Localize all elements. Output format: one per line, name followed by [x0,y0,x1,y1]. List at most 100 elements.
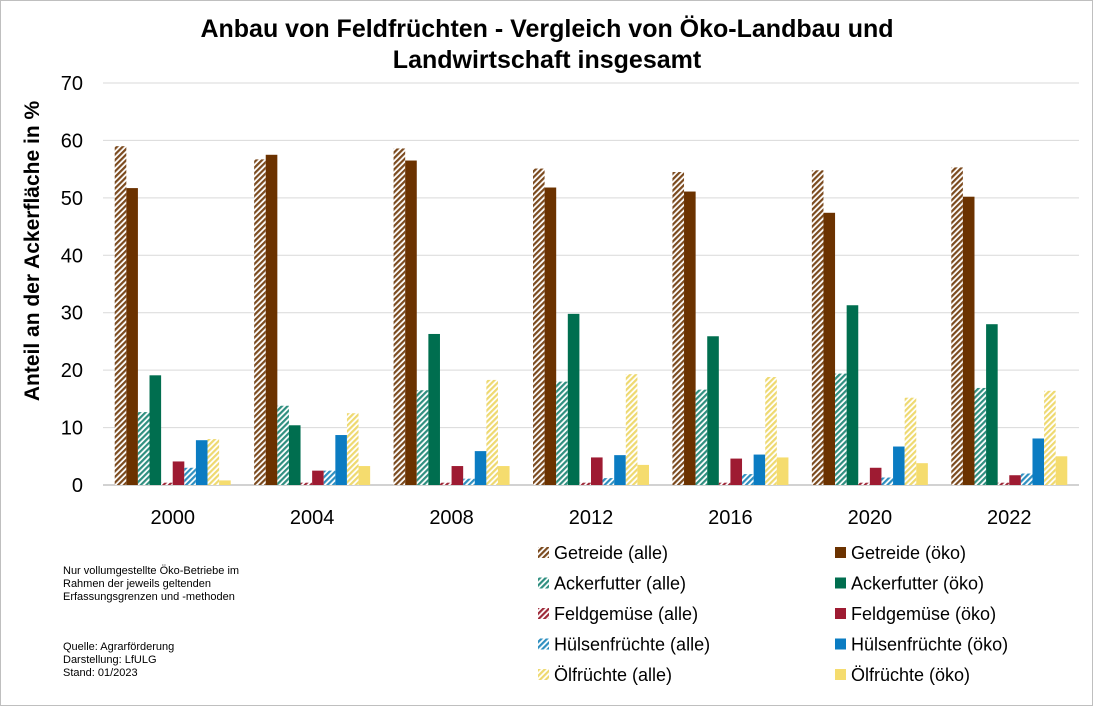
source-note: Quelle: Agrarförderung Darstellung: LfUL… [63,641,175,679]
scope-note: Nur vollumgestellte Öko-Betriebe im Rahm… [63,565,240,603]
legend-label: Getreide (alle) [554,543,668,563]
legend-swatch [538,638,549,650]
legend-label: Feldgemüse (alle) [554,604,698,624]
legend-swatch [835,608,846,619]
bar [672,172,685,485]
bar [300,482,313,485]
bar [323,470,336,485]
bar [846,305,859,485]
bar [776,457,789,485]
bar [986,324,998,485]
y-tick-label: 40 [61,245,83,267]
y-axis-label: Anteil an der Ackerfläche in % [21,101,44,402]
x-tick-label: 2020 [848,507,893,529]
legend-label: Getreide (öko) [851,543,966,563]
x-tick-labels: 2000 2004 2008 2012 2016 2020 2022 [150,507,1031,529]
bar [974,387,987,485]
x-tick-label: 2016 [708,507,753,529]
bar [893,446,905,485]
bar [567,313,580,485]
bar [172,461,185,485]
bar [707,336,719,485]
bar [1044,390,1056,485]
bar [823,212,836,485]
bar [1032,438,1045,485]
bar [149,375,162,485]
x-tick-label: 2012 [569,507,614,529]
legend-swatch [538,547,549,558]
bar [416,390,429,485]
legend-label: Ölfrüchte (öko) [851,665,970,685]
bar [265,154,278,486]
bar [858,482,870,485]
bar [207,439,220,485]
bar [718,482,731,485]
bar [254,159,266,485]
bar [742,474,754,485]
bar [405,160,417,485]
bar [451,466,464,485]
gridlines [103,82,1079,486]
legend-swatch [538,577,549,589]
bar [463,478,475,485]
chart-title-line: Landwirtschaft insgesamt [393,46,702,74]
bar [997,482,1010,485]
bar [1055,456,1068,485]
x-tick-label: 2000 [150,507,195,529]
y-tick-labels: 0 10 20 30 40 50 60 70 [61,73,83,497]
bar [533,168,545,485]
legend-swatch [538,608,549,619]
legend: Getreide (alle) Getreide (öko) Ackerfutter… [538,543,1008,685]
bar [428,333,440,485]
bar [474,451,487,485]
legend-swatch [835,638,846,650]
bar [753,454,766,485]
bar [625,374,638,485]
bars [114,146,1068,486]
x-tick-label: 2008 [429,507,474,529]
bar [602,478,615,485]
bar [358,466,371,485]
bar [869,467,882,485]
legend-swatch [835,547,846,558]
bar [835,373,847,485]
bar [591,457,603,485]
bar [904,397,917,485]
bar [916,463,928,485]
y-tick-label: 60 [61,130,83,152]
bar [126,188,138,485]
y-tick-label: 30 [61,303,83,325]
legend-swatch [835,577,846,589]
bar [962,196,975,486]
legend-label: Feldgemüse (öko) [851,604,996,624]
bar [184,467,196,485]
y-tick-label: 10 [61,418,83,440]
bar [684,191,696,486]
chart-title-line: Anbau von Feldfrüchten - Vergleich von Ö… [200,14,893,43]
bar [881,477,894,485]
bar [556,381,568,485]
legend-label: Ölfrüchte (alle) [554,665,672,685]
legend-swatch [835,669,846,680]
bar [346,413,359,485]
bar [114,146,127,485]
bar [312,470,324,485]
bar [1009,475,1021,485]
bar [137,412,150,485]
legend-label: Ackerfutter (alle) [554,574,686,594]
bar [439,482,452,485]
bar [393,148,406,485]
bar [544,187,557,485]
bar [219,480,231,485]
bar [288,425,301,485]
bar [335,435,347,485]
bar [195,440,208,485]
bar [497,466,510,485]
bar [1020,473,1033,485]
chart-title: Anbau von Feldfrüchten - Vergleich von Ö… [200,14,893,74]
legend-label: Ackerfutter (öko) [851,574,984,594]
y-tick-label: 0 [72,475,83,497]
x-tick-label: 2004 [290,507,335,529]
